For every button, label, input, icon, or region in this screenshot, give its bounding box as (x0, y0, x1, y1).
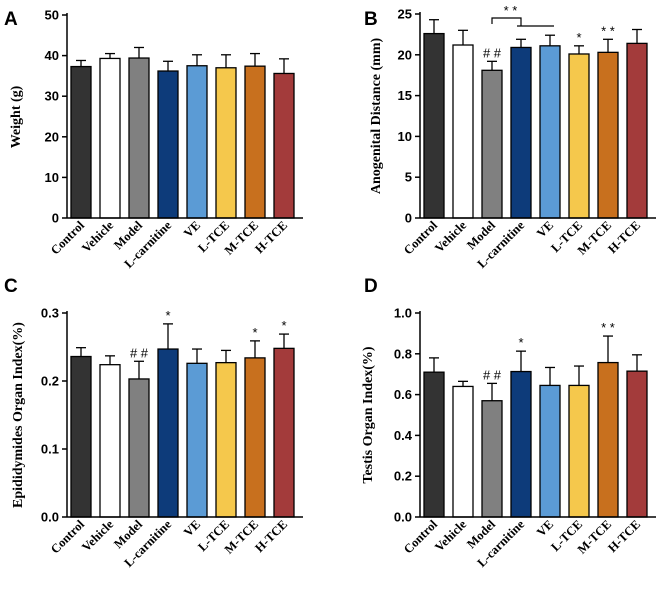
panel-c-category-label: H-TCE (252, 517, 290, 555)
panel-a-bar-ve (186, 65, 208, 219)
panel-c-y-tick-label: 0.0 (41, 510, 59, 525)
panel-a-letter: A (4, 9, 18, 30)
panel-a-y-axis-label: Weight (g) (9, 85, 24, 148)
panel-a-category-label: VE (181, 218, 203, 240)
panel-d-category-label: H-TCE (605, 517, 643, 555)
panel-b-bar-l-tce (568, 53, 590, 219)
panel-b-bracket-label: * * (504, 3, 518, 18)
panel-c-significance-mark: * (252, 325, 257, 340)
panel-d-bar-vehicle (452, 385, 474, 518)
panel-d-significance-mark: * * (601, 320, 615, 335)
panel-b-y-axis-label: Anogenital Distance (mm) (369, 38, 384, 195)
panel-a-bar-m-tce (244, 65, 266, 219)
panel-c-letter: C (4, 276, 18, 297)
panel-c: C Epididymides Organ Index(%) 0.0 0.1 0.2 0.3… (4, 276, 303, 570)
panel-b-y-tick-label: 15 (398, 88, 412, 103)
panel-a-y-tick-label: 40 (45, 48, 59, 63)
panel-d-bar-h-tce (626, 370, 648, 518)
panel-a-y-tick-label: 30 (45, 89, 59, 104)
panel-a-bar-l-carnitine (157, 70, 179, 219)
panel-d-category-label: Vehicle (432, 517, 469, 554)
panel-b-bar-control (423, 32, 445, 219)
panel-d-bar-l-carnitine (510, 370, 532, 518)
panel-c-bar-h-tce (273, 347, 295, 518)
panel-b-y-tick-label: 10 (398, 129, 412, 144)
panel-b-bar-model (481, 69, 503, 219)
panel-b-y-tick-label: 5 (405, 170, 412, 185)
panel-b-bar-h-tce (626, 42, 648, 219)
panel-d-bar-model (481, 400, 503, 518)
panel-a-category-label: Vehicle (79, 218, 116, 255)
panel-c-category-label: Vehicle (79, 517, 116, 554)
panel-d-y-tick-label: 0.6 (394, 387, 412, 402)
panel-a-y-tick-label: 10 (45, 170, 59, 185)
panel-d-y-tick-label: 1.0 (394, 306, 412, 321)
panel-b-significance-mark: * * (601, 23, 615, 38)
panel-c-y-tick-label: 0.2 (41, 374, 59, 389)
panel-b-y-tick-label: 0 (405, 211, 412, 226)
panel-d-bar-l-tce (568, 384, 590, 518)
panel-c-bar-l-tce (215, 361, 237, 518)
panel-a-y-tick-label: 0 (52, 211, 59, 226)
panel-d: D Testis Organ Index(%) 0.0 0.2 0.4 0.6 0.8 1.0… (361, 276, 656, 570)
panel-c-significance-mark: # # (130, 345, 149, 360)
panel-b-category-label: Vehicle (432, 218, 469, 255)
panel-c-bar-control (70, 355, 92, 518)
panel-a-category-label: H-TCE (252, 218, 290, 256)
panel-c-significance-mark: * (281, 318, 286, 333)
panel-c-y-tick-label: 0.1 (41, 442, 59, 457)
panel-a-y-tick-label: 20 (45, 129, 59, 144)
panel-a-bar-h-tce (273, 72, 295, 219)
panel-d-letter: D (364, 276, 378, 297)
panel-b-letter: B (364, 9, 378, 30)
panel-c-y-axis-label: Epididymides Organ Index(%) (11, 322, 26, 508)
panel-c-bar-model (128, 378, 150, 518)
panel-d-significance-mark: # # (483, 367, 502, 382)
panel-a-bar-l-tce (215, 67, 237, 219)
panel-b-bar-vehicle (452, 44, 474, 219)
panel-a-y-tick-label: 50 (45, 8, 59, 23)
panel-b-bar-ve (539, 45, 561, 219)
panel-d-bar-control (423, 371, 445, 518)
panel-b-category-label: VE (534, 218, 556, 240)
panel-a-bar-model (128, 57, 150, 219)
panel-d-y-tick-label: 0.4 (394, 428, 413, 443)
panel-b-bar-m-tce (597, 51, 619, 219)
panel-d-bar-m-tce (597, 361, 619, 518)
panel-d-y-tick-label: 0.8 (394, 346, 412, 361)
panel-b-y-tick-label: 25 (398, 7, 412, 22)
panel-b-bar-l-carnitine (510, 46, 532, 219)
panel-c-bar-vehicle (99, 364, 121, 518)
panel-b-y-tick-label: 20 (398, 47, 412, 62)
panel-c-significance-mark: * (165, 308, 170, 323)
panel-b-significance-mark: # # (483, 45, 502, 60)
panel-d-category-label: VE (534, 517, 556, 539)
panel-d-bar-ve (539, 384, 561, 518)
panel-d-significance-mark: * (518, 335, 523, 350)
panel-d-y-tick-label: 0.0 (394, 510, 412, 525)
panel-d-y-axis-label: Testis Organ Index(%) (361, 346, 376, 484)
panel-b-category-label: H-TCE (605, 218, 643, 256)
panel-c-bar-l-carnitine (157, 348, 179, 518)
panel-a-bar-control (70, 65, 92, 219)
panel-c-y-tick-label: 0.3 (41, 306, 59, 321)
panel-b-significance-mark: * (576, 30, 581, 45)
panel-c-bar-m-tce (244, 357, 266, 518)
panel-a-bar-vehicle (99, 57, 121, 219)
panel-b-bracket (491, 17, 522, 26)
panel-c-bar-ve (186, 362, 208, 518)
panel-c-category-label: VE (181, 517, 203, 539)
panel-d-y-tick-label: 0.2 (394, 469, 412, 484)
